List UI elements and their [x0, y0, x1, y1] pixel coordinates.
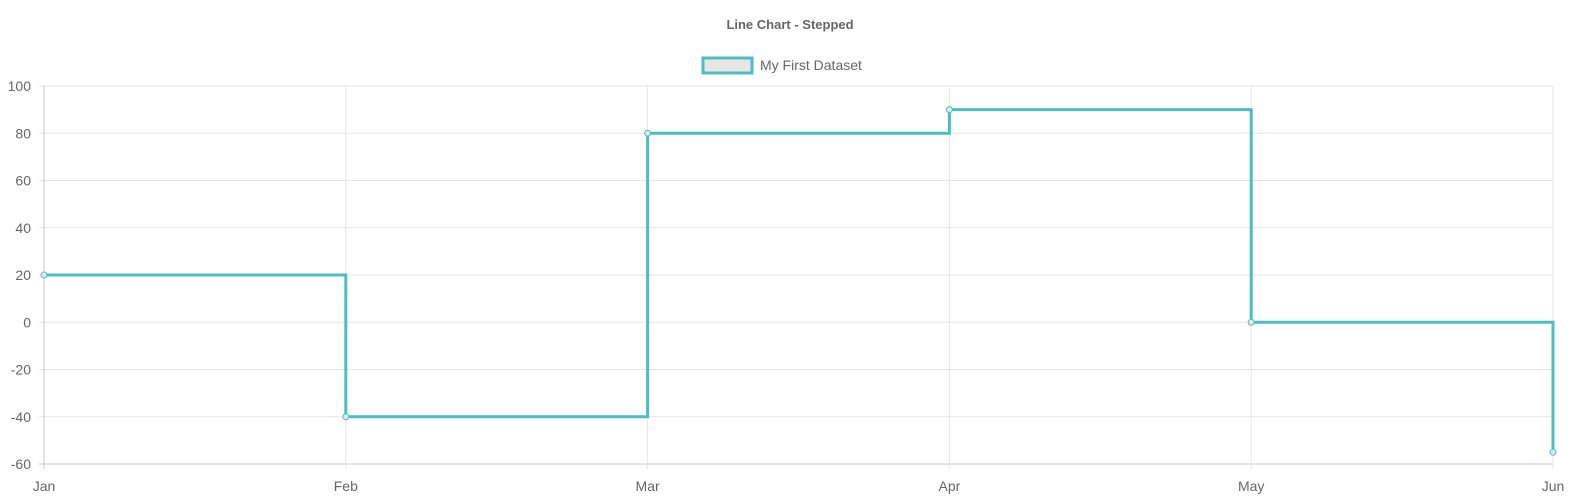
y-tick-label: 100: [8, 78, 32, 94]
series-line: [44, 108, 1555, 453]
y-tick-label: 20: [15, 267, 31, 283]
y-tick-label: -20: [11, 362, 31, 378]
data-point[interactable]: [40, 271, 48, 279]
data-point[interactable]: [1549, 448, 1557, 456]
y-tick-label: -60: [11, 456, 31, 472]
y-tick-label: -40: [11, 409, 31, 425]
y-axis-ticks: 100 80 60 40 20 0 -20 -40 -60: [8, 78, 32, 472]
y-tick-label: 0: [23, 314, 31, 330]
data-point[interactable]: [1247, 318, 1255, 326]
data-point[interactable]: [945, 106, 953, 114]
legend-swatch: [701, 56, 754, 75]
legend[interactable]: My First Dataset: [701, 56, 862, 75]
x-tick-label: May: [1238, 478, 1264, 494]
y-tick-label: 40: [15, 220, 31, 236]
x-tick-label: Apr: [939, 478, 961, 494]
series-layer: [40, 106, 1557, 456]
x-tick-label: Feb: [334, 478, 358, 494]
x-tick-label: Jun: [1542, 478, 1565, 494]
x-tick-label: Jan: [33, 478, 56, 494]
x-axis-ticks: Jan Feb Mar Apr May Jun: [33, 478, 1565, 494]
data-point[interactable]: [342, 413, 350, 421]
chart-title: Line Chart - Stepped: [726, 17, 853, 32]
legend-label: My First Dataset: [760, 57, 862, 73]
y-tick-label: 80: [15, 125, 31, 141]
data-point[interactable]: [644, 129, 652, 137]
grid: [39, 85, 1554, 469]
y-tick-label: 60: [15, 173, 31, 189]
x-tick-label: Mar: [636, 478, 660, 494]
